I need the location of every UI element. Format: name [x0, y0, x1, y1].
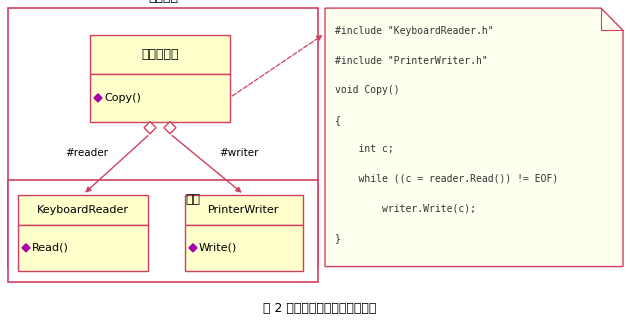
Text: }: }: [335, 233, 341, 243]
Bar: [185, 195, 303, 225]
Text: int c;: int c;: [335, 144, 394, 154]
Polygon shape: [325, 8, 623, 266]
Bar: [185, 225, 303, 271]
Polygon shape: [94, 94, 102, 102]
Text: #include "PrinterWriter.h": #include "PrinterWriter.h": [335, 56, 488, 66]
Text: 图 2 面向对象的接口和实现分离: 图 2 面向对象的接口和实现分离: [263, 302, 377, 315]
Text: void Copy(): void Copy(): [335, 85, 399, 96]
Polygon shape: [22, 244, 30, 252]
Text: #include "KeyboardReader.h": #include "KeyboardReader.h": [335, 26, 493, 36]
Bar: [90, 74, 230, 122]
Bar: [8, 180, 318, 282]
Text: writer.Write(c);: writer.Write(c);: [335, 203, 476, 214]
Polygon shape: [189, 244, 197, 252]
Polygon shape: [144, 122, 156, 134]
Text: 应用程序类: 应用程序类: [141, 48, 179, 61]
Text: {: {: [335, 115, 341, 125]
Bar: [18, 195, 148, 225]
Text: KeyboardReader: KeyboardReader: [37, 205, 129, 215]
Text: Write(): Write(): [199, 243, 237, 253]
Bar: [18, 225, 148, 271]
Polygon shape: [164, 122, 176, 134]
Bar: [8, 8, 318, 266]
Text: PrinterWriter: PrinterWriter: [208, 205, 280, 215]
Text: Copy(): Copy(): [104, 93, 141, 103]
Text: #writer: #writer: [220, 148, 259, 158]
Text: 类库: 类库: [186, 193, 200, 206]
Text: 应用程序: 应用程序: [148, 0, 178, 4]
Bar: [90, 35, 230, 74]
Text: Read(): Read(): [32, 243, 69, 253]
Text: #reader: #reader: [65, 148, 108, 158]
Text: while ((c = reader.Read()) != EOF): while ((c = reader.Read()) != EOF): [335, 174, 558, 184]
